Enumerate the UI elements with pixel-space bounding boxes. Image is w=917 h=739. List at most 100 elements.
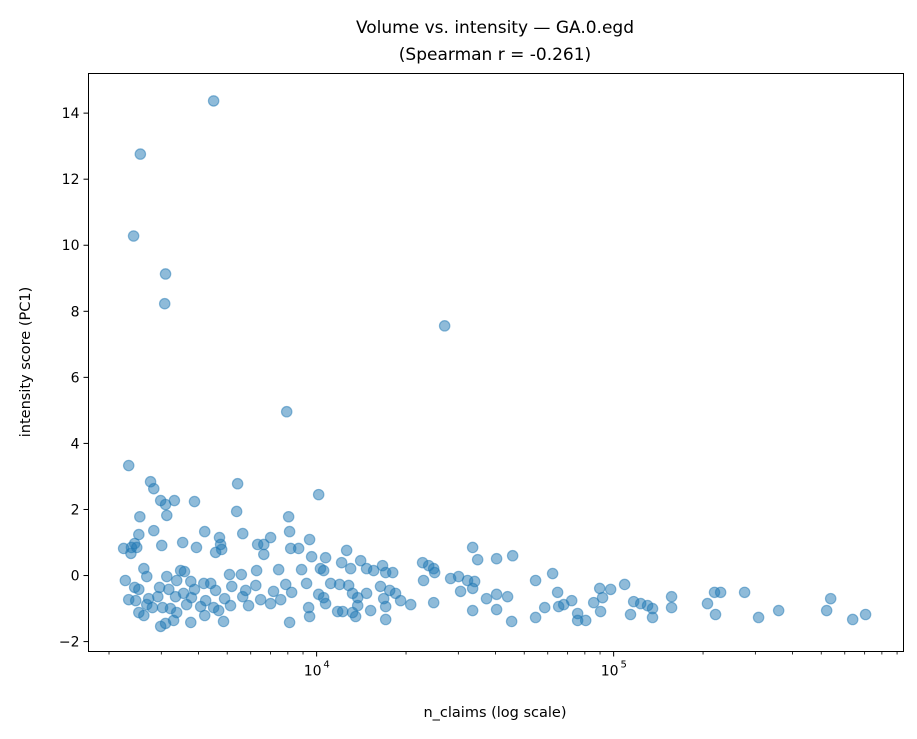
data-point [133, 583, 145, 596]
data-point [480, 592, 493, 605]
data-point [152, 590, 164, 603]
data-point [225, 580, 238, 593]
data-point [257, 538, 270, 551]
data-point [178, 565, 191, 578]
data-point [134, 510, 146, 523]
data-point [752, 611, 765, 624]
data-point [170, 574, 183, 587]
data-point [188, 495, 201, 508]
data-point [665, 590, 678, 603]
data-point [824, 592, 837, 605]
data-point [264, 597, 277, 610]
data-point [280, 405, 293, 418]
data-point [176, 536, 189, 549]
data-point [282, 510, 295, 523]
data-point [624, 608, 637, 621]
data-point [160, 509, 173, 522]
data-point [198, 609, 211, 622]
data-point [249, 579, 262, 592]
data-point [125, 547, 137, 560]
data-point [596, 591, 609, 604]
data-point [267, 585, 280, 598]
data-point [250, 564, 263, 577]
data-point [820, 604, 833, 617]
data-point [505, 615, 518, 628]
data-point [254, 593, 267, 606]
data-point [379, 600, 392, 613]
y-axis-label: intensity score (PC1) [18, 287, 34, 437]
data-point [466, 582, 479, 595]
x-tick-exponent: 4 [323, 660, 329, 671]
data-point [364, 604, 377, 617]
data-point [354, 554, 367, 567]
points-layer [117, 95, 872, 633]
x-tick-exponent: 5 [620, 660, 626, 671]
data-point [709, 608, 722, 621]
y-tick-label: 12 [62, 172, 80, 188]
data-point [209, 584, 222, 597]
data-point [180, 598, 193, 611]
x-tick-label: 10 [601, 664, 619, 680]
data-point [235, 568, 248, 581]
data-point [295, 563, 308, 576]
data-point [212, 604, 225, 617]
data-point [217, 615, 230, 628]
data-point [134, 148, 147, 160]
data-point [190, 541, 203, 554]
data-point [490, 603, 503, 616]
data-point [257, 548, 270, 561]
data-point [529, 611, 542, 624]
data-point [738, 586, 751, 599]
data-point [272, 563, 285, 576]
data-point [546, 567, 559, 580]
data-point [122, 459, 135, 472]
data-point [264, 531, 277, 544]
data-point [223, 568, 236, 581]
data-point [438, 320, 451, 332]
data-point [319, 551, 332, 564]
data-point [147, 482, 160, 495]
data-point [466, 604, 479, 617]
data-point [300, 577, 313, 590]
data-point [557, 598, 570, 611]
data-point [846, 613, 859, 626]
data-point [198, 525, 211, 538]
data-point [119, 574, 132, 587]
x-tick-label: 10 [304, 664, 322, 680]
x-axis-label: n_claims (log scale) [423, 705, 566, 721]
data-point [394, 594, 407, 607]
data-point [224, 599, 237, 612]
data-point [454, 585, 467, 598]
data-point [279, 578, 292, 591]
data-point [207, 95, 220, 107]
data-point [312, 488, 325, 501]
data-point [714, 586, 727, 599]
data-point [129, 594, 142, 607]
data-point [618, 578, 631, 591]
data-point [319, 597, 332, 610]
data-point [471, 553, 484, 566]
data-point [587, 596, 600, 609]
data-point [529, 574, 542, 587]
data-point [604, 583, 617, 596]
data-point [646, 611, 659, 624]
data-point [169, 590, 182, 603]
data-point [490, 588, 503, 601]
data-point [317, 564, 330, 577]
y-tick-label: 14 [62, 106, 80, 122]
data-point [701, 597, 714, 610]
data-point [147, 524, 160, 537]
data-point [349, 610, 362, 623]
data-point [284, 542, 297, 555]
y-tick-label: 6 [71, 370, 80, 386]
data-point [344, 562, 357, 575]
data-point [594, 605, 607, 618]
data-point [427, 596, 440, 609]
data-point [772, 604, 785, 617]
y-tick-label: 10 [62, 238, 80, 254]
data-point [283, 525, 296, 538]
data-point [140, 570, 153, 583]
data-point [242, 599, 255, 612]
data-point [153, 581, 166, 594]
chart-subtitle: (Spearman r = -0.261) [399, 45, 591, 65]
